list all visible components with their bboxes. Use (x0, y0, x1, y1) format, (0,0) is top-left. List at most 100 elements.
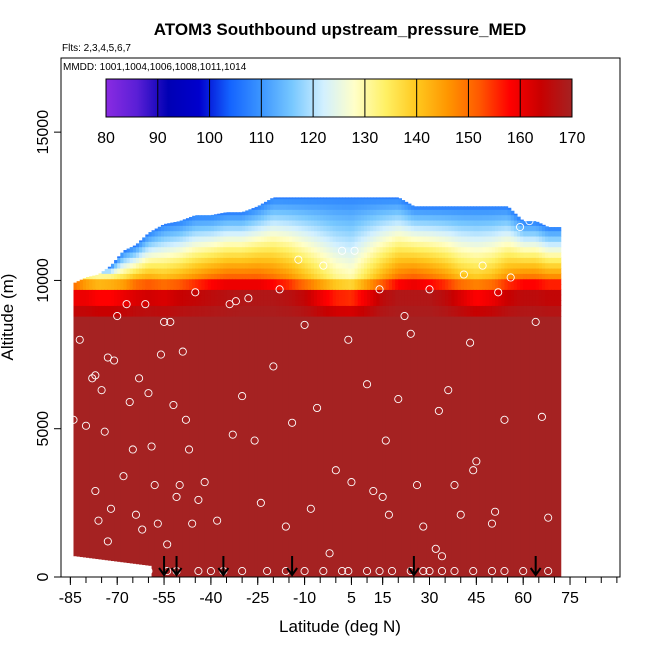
heat-cell (398, 310, 402, 317)
heat-cell (479, 278, 484, 285)
heat-cell (370, 251, 374, 258)
heat-cell (298, 267, 303, 274)
heat-cell (207, 316, 212, 577)
heat-cell (395, 219, 399, 226)
heat-cell (292, 209, 296, 216)
heat-cell (239, 300, 243, 306)
heat-cell (295, 209, 299, 216)
heat-cell (254, 206, 259, 210)
heat-cell (488, 283, 493, 290)
heat-cell (263, 230, 268, 237)
heat-cell (173, 246, 178, 253)
heat-cell (226, 241, 231, 248)
heat-cell (123, 316, 128, 563)
heat-cell (407, 289, 412, 296)
heat-cell (557, 257, 562, 264)
heat-cell (263, 316, 268, 577)
heat-cell (332, 289, 337, 296)
heat-cell (157, 278, 162, 285)
heat-cell (304, 198, 309, 205)
heat-cell (507, 241, 512, 248)
heat-cell (554, 267, 559, 274)
heat-cell (491, 257, 496, 264)
heat-cell (482, 257, 487, 264)
heat-cell (176, 267, 181, 274)
heat-cell (79, 289, 84, 296)
heat-cell (395, 230, 399, 237)
heat-cell (479, 273, 484, 280)
heat-cell (510, 225, 515, 232)
heat-cell (373, 251, 378, 258)
heat-cell (554, 273, 559, 280)
heat-cell (151, 241, 156, 248)
heat-cell (491, 251, 496, 258)
heat-cell (179, 316, 184, 577)
heat-cell (151, 310, 156, 317)
heat-cell (360, 262, 365, 269)
heat-cell (507, 262, 512, 269)
heat-cell (504, 289, 509, 296)
heat-cell (226, 273, 231, 280)
heat-cell (123, 278, 128, 285)
heat-cell (488, 246, 493, 253)
heat-cell (529, 300, 534, 306)
heat-cell (288, 257, 293, 264)
heat-cell (454, 316, 459, 577)
sample-point (487, 567, 497, 576)
heat-cell (295, 225, 299, 232)
heat-cell (239, 212, 243, 216)
heat-cell (304, 209, 309, 216)
heat-cell (326, 300, 331, 306)
heat-cell (201, 225, 206, 232)
heat-cell (363, 310, 368, 317)
heat-cell (210, 251, 215, 258)
heat-cell (110, 305, 115, 312)
heat-cell (167, 257, 171, 264)
heat-cell (367, 235, 371, 242)
heat-cell (323, 273, 328, 280)
heat-cell (482, 262, 487, 269)
heat-cell (245, 235, 249, 242)
heat-cell (257, 230, 262, 237)
heat-cell (488, 257, 493, 264)
heat-cell (392, 214, 396, 221)
heat-cell (379, 267, 384, 274)
heat-cell (198, 267, 203, 274)
heat-cell (445, 251, 449, 258)
heat-cell (363, 289, 368, 296)
heat-cell (263, 246, 268, 253)
heat-cell (523, 289, 527, 296)
heat-cell (538, 241, 543, 248)
heat-cell (192, 300, 196, 306)
heat-cell (151, 305, 156, 312)
heat-cell (345, 241, 349, 248)
heat-cell (282, 198, 287, 205)
heat-cell (379, 262, 384, 269)
heat-cell (451, 289, 456, 296)
sample-point (144, 389, 153, 398)
heat-cell (448, 300, 452, 306)
heat-cell (285, 198, 290, 205)
heat-cell (495, 305, 499, 312)
heat-cell (348, 197, 353, 200)
heat-cell (270, 241, 274, 248)
sample-point (228, 430, 237, 439)
heat-cell (157, 273, 162, 280)
heat-cell (267, 241, 271, 248)
heat-cell (204, 283, 209, 290)
heat-cell (220, 257, 224, 264)
heat-cell (217, 262, 221, 269)
heat-cell (485, 305, 490, 312)
sample-point (81, 421, 91, 430)
heat-cell (298, 198, 303, 205)
heat-cell (157, 257, 162, 264)
heat-cell (192, 230, 196, 237)
heat-cell (398, 262, 402, 269)
heat-cell (304, 257, 309, 264)
heat-cell (454, 257, 459, 264)
heat-cell (417, 283, 421, 290)
heat-cell (220, 246, 224, 253)
heat-cell (260, 262, 265, 269)
heat-cell (554, 278, 559, 285)
heat-cell (160, 310, 165, 317)
